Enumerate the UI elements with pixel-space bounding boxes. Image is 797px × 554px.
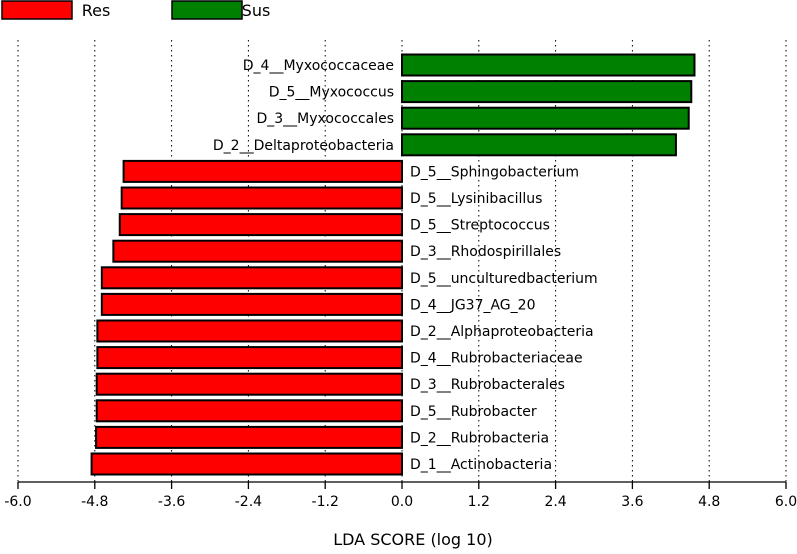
bar-label: D_3__Rubrobacterales: [410, 377, 565, 393]
bar-label: D_4__Myxococcaceae: [243, 58, 394, 74]
x-tick-label: -6.0: [4, 494, 31, 510]
x-tick-label: 3.6: [621, 494, 643, 510]
bar: [401, 133, 677, 157]
legend: Res Sus: [1, 0, 271, 20]
bar: [120, 186, 404, 210]
bar-label: D_5__Myxococcus: [269, 85, 394, 101]
bar: [90, 452, 403, 476]
bar-label: D_2__Alphaproteobacteria: [410, 324, 594, 340]
bar: [401, 106, 690, 130]
bars: [90, 53, 696, 476]
x-tick-label: -4.8: [81, 494, 108, 510]
bar-label: D_4__Rubrobacteriaceae: [410, 351, 583, 367]
bar-label: D_5__Rubrobacter: [410, 404, 537, 420]
x-tick-label: -1.2: [312, 494, 339, 510]
bar: [100, 292, 403, 316]
bar-labels: D_4__Myxococcaceae D_5__Myxococcus D_3__My…: [213, 58, 598, 473]
x-axis: -6.0 -4.8 -3.6 -2.4 -1.2 0.0 1.2 2.4 3.6 4.8 6.0: [4, 481, 797, 510]
x-tick-label: 0.0: [391, 494, 413, 510]
bar-label: D_2__Deltaproteobacteria: [213, 138, 394, 154]
bar-label: D_5__Streptococcus: [410, 218, 550, 234]
x-tick-label: 6.0: [775, 494, 797, 510]
bar: [118, 213, 403, 237]
bar-label: D_1__Actinobacteria: [410, 457, 552, 473]
bar-label: D_5__Sphingobacterium: [410, 164, 579, 180]
x-tick-label: -2.4: [235, 494, 262, 510]
bar: [95, 425, 404, 449]
bar: [95, 399, 403, 423]
bar: [112, 239, 404, 263]
x-tick-label: 1.2: [468, 494, 490, 510]
x-axis-title: LDA SCORE (log 10): [333, 530, 493, 549]
bar-label: D_5__unculturedbacterium: [410, 271, 598, 287]
bar: [100, 266, 403, 290]
bar: [122, 159, 403, 183]
bar-label: D_5__Lysinibacillus: [410, 191, 542, 207]
legend-label: Sus: [242, 1, 271, 20]
bar: [96, 319, 404, 343]
bar-label: D_3__Myxococcales: [256, 111, 394, 127]
bar-label: D_4__JG37_AG_20: [410, 297, 535, 313]
x-tick-label: 4.8: [698, 494, 720, 510]
bar: [96, 346, 404, 370]
legend-label: Res: [82, 1, 111, 20]
legend-swatch: [171, 0, 243, 20]
x-tick-label: 2.4: [544, 494, 566, 510]
x-tick-label: -3.6: [158, 494, 185, 510]
bar: [95, 372, 403, 396]
bar-label: D_3__Rhodospirillales: [410, 244, 561, 260]
legend-swatch: [1, 0, 73, 20]
bar: [401, 53, 696, 77]
bar: [401, 80, 693, 104]
bar-label: D_2__Rubrobacteria: [410, 430, 549, 446]
